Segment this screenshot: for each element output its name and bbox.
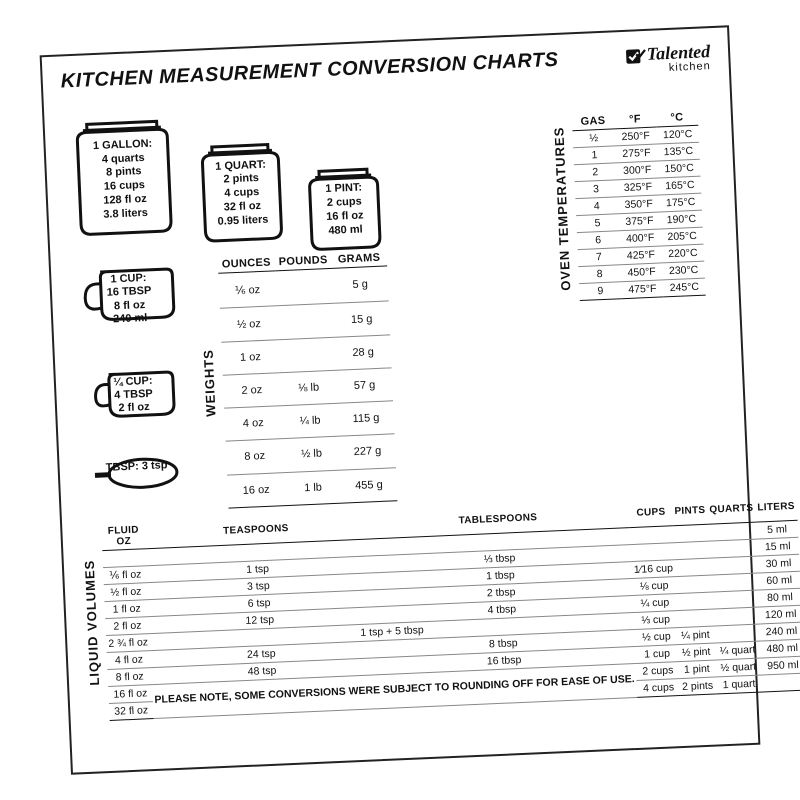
cup-quarter: ¼ CUP: 4 TBSP 2 fl oz: [73, 363, 195, 464]
cups-column: 1 CUP: 16 TBSP 8 fl oz 240 ml ¼ CUP: 4 T…: [69, 258, 198, 514]
page-title: KITCHEN MEASUREMENT CONVERSION CHARTS: [60, 49, 559, 94]
tbsp-spoon: TBSP: 3 tsp: [77, 451, 197, 509]
cup-full: 1 CUP: 16 TBSP 8 fl oz 240 ml: [69, 258, 192, 380]
liquid-volumes: LIQUID VOLUMES FLUID OZTEASPOONSTABLESPO…: [80, 496, 738, 721]
col-header: °F: [614, 111, 657, 129]
brand-check-icon: [624, 46, 647, 65]
col-header: QUARTS: [707, 495, 756, 524]
brand-logo: Talented kitchen: [624, 42, 711, 76]
table-row: 16 oz1 lb455 g: [227, 467, 397, 508]
col-header: LITERS: [755, 494, 797, 522]
col-header: GAS: [572, 113, 615, 131]
oven-table: GAS°F°C ½250°F120°C1275°F135°C2300°F150°…: [572, 109, 706, 301]
liquid-table: FLUID OZTEASPOONSTABLESPOONSCUPSPINTSQUA…: [101, 494, 800, 721]
weights-table: OUNCESPOUNDSGRAMS ⅙ oz5 g½ oz15 g1 oz28 …: [218, 250, 398, 509]
conversion-chart-sheet: KITCHEN MEASUREMENT CONVERSION CHARTS Ta…: [40, 25, 761, 774]
liquid-label: LIQUID VOLUMES: [80, 524, 104, 721]
col-header: PINTS: [672, 497, 708, 525]
weights-section: WEIGHTS OUNCESPOUNDSGRAMS ⅙ oz5 g½ oz15 …: [197, 250, 398, 510]
col-header: CUPS: [629, 499, 673, 527]
col-header: FLUID OZ: [101, 522, 146, 550]
oven-temperatures: OVEN TEMPERATURES GAS°F°C ½250°F120°C127…: [551, 108, 721, 302]
col-header: °C: [656, 109, 699, 127]
